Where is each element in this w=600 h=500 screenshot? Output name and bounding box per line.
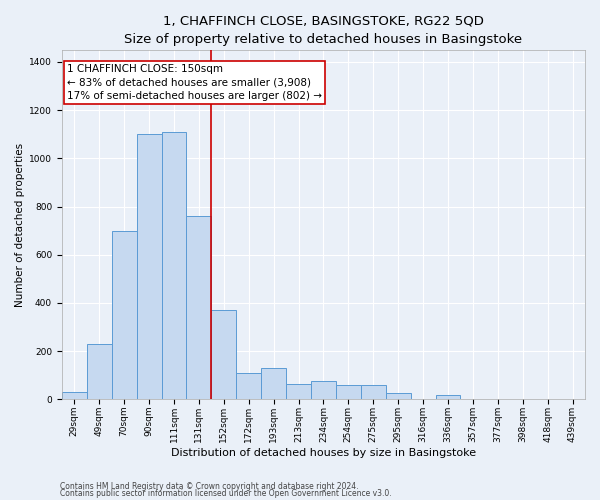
Bar — [510, 398, 535, 400]
Bar — [62, 392, 87, 400]
Bar — [187, 216, 211, 400]
Bar — [485, 398, 510, 400]
Text: 1 CHAFFINCH CLOSE: 150sqm
← 83% of detached houses are smaller (3,908)
17% of se: 1 CHAFFINCH CLOSE: 150sqm ← 83% of detac… — [67, 64, 322, 101]
Bar — [286, 384, 311, 400]
Bar — [336, 385, 361, 400]
Y-axis label: Number of detached properties: Number of detached properties — [15, 142, 25, 306]
Bar — [112, 230, 137, 400]
Bar — [410, 398, 436, 400]
X-axis label: Distribution of detached houses by size in Basingstoke: Distribution of detached houses by size … — [171, 448, 476, 458]
Text: Contains public sector information licensed under the Open Government Licence v3: Contains public sector information licen… — [60, 489, 392, 498]
Bar — [535, 398, 560, 400]
Bar — [261, 368, 286, 400]
Bar — [436, 395, 460, 400]
Bar — [386, 394, 410, 400]
Bar — [211, 310, 236, 400]
Bar — [236, 373, 261, 400]
Bar — [137, 134, 161, 400]
Bar — [361, 385, 386, 400]
Bar — [87, 344, 112, 400]
Title: 1, CHAFFINCH CLOSE, BASINGSTOKE, RG22 5QD
Size of property relative to detached : 1, CHAFFINCH CLOSE, BASINGSTOKE, RG22 5Q… — [124, 15, 523, 46]
Bar — [311, 381, 336, 400]
Bar — [460, 398, 485, 400]
Bar — [161, 132, 187, 400]
Text: Contains HM Land Registry data © Crown copyright and database right 2024.: Contains HM Land Registry data © Crown c… — [60, 482, 359, 491]
